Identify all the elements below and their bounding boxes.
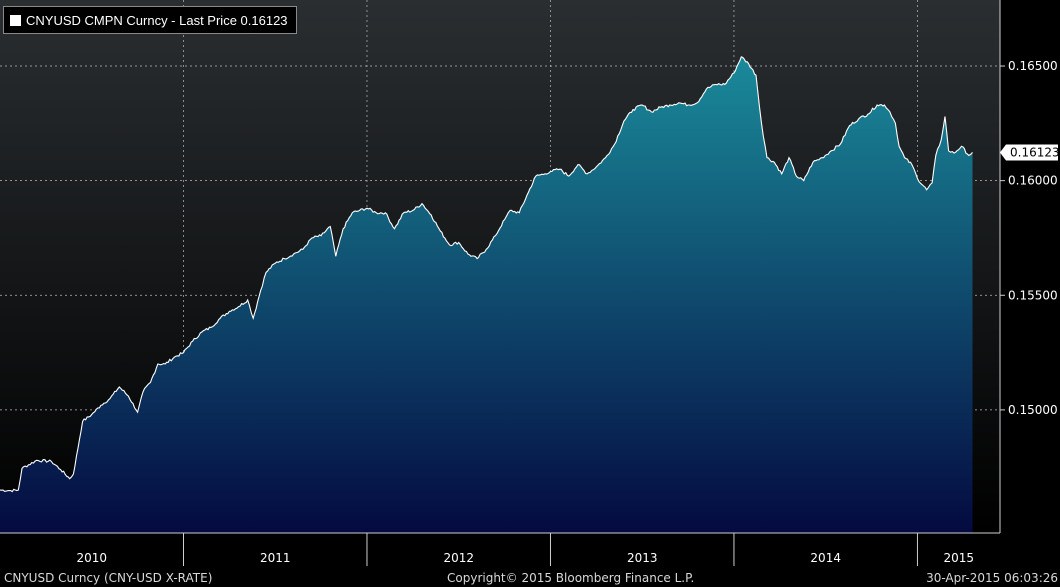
price-line bbox=[0, 56, 973, 493]
footer-timestamp: 30-Apr-2015 06:03:26 bbox=[926, 571, 1058, 585]
y-tick-label: 0.15500 bbox=[1008, 288, 1058, 302]
y-tick-label: 0.16000 bbox=[1008, 174, 1058, 188]
last-price-badge-shape bbox=[1000, 144, 1058, 161]
x-tick-label: 2011 bbox=[260, 551, 291, 565]
price-area-fill bbox=[0, 56, 973, 534]
last-price-badge: 0.16123 bbox=[1000, 144, 1060, 161]
x-tick-label: 2015 bbox=[943, 551, 974, 565]
footer-security-name: CNYUSD Curncy (CNY-USD X-RATE) bbox=[4, 571, 213, 585]
x-tick-label: 2012 bbox=[443, 551, 474, 565]
chart-legend: CNYUSD CMPN Curncy - Last Price 0.16123 bbox=[3, 6, 297, 34]
last-price-label: 0.16123 bbox=[1010, 145, 1060, 159]
x-tick-label: 2013 bbox=[627, 551, 658, 565]
x-tick-label: 2010 bbox=[76, 551, 107, 565]
footer-copyright: Copyright© 2015 Bloomberg Finance L.P. bbox=[447, 571, 695, 585]
legend-swatch-icon bbox=[10, 14, 21, 26]
chart-footer: CNYUSD Curncy (CNY-USD X-RATE) Copyright… bbox=[0, 568, 1060, 587]
y-tick-label: 0.15000 bbox=[1008, 403, 1058, 417]
legend-label: CNYUSD CMPN Curncy - Last Price 0.16123 bbox=[26, 12, 288, 28]
y-tick-label: 0.16500 bbox=[1008, 59, 1058, 73]
x-axis: 2010 2011 2012 2013 2014 2015 bbox=[76, 533, 974, 566]
y-axis: 0.15000 0.15500 0.16000 0.16500 bbox=[1000, 59, 1058, 417]
x-tick-label: 2014 bbox=[810, 551, 841, 565]
